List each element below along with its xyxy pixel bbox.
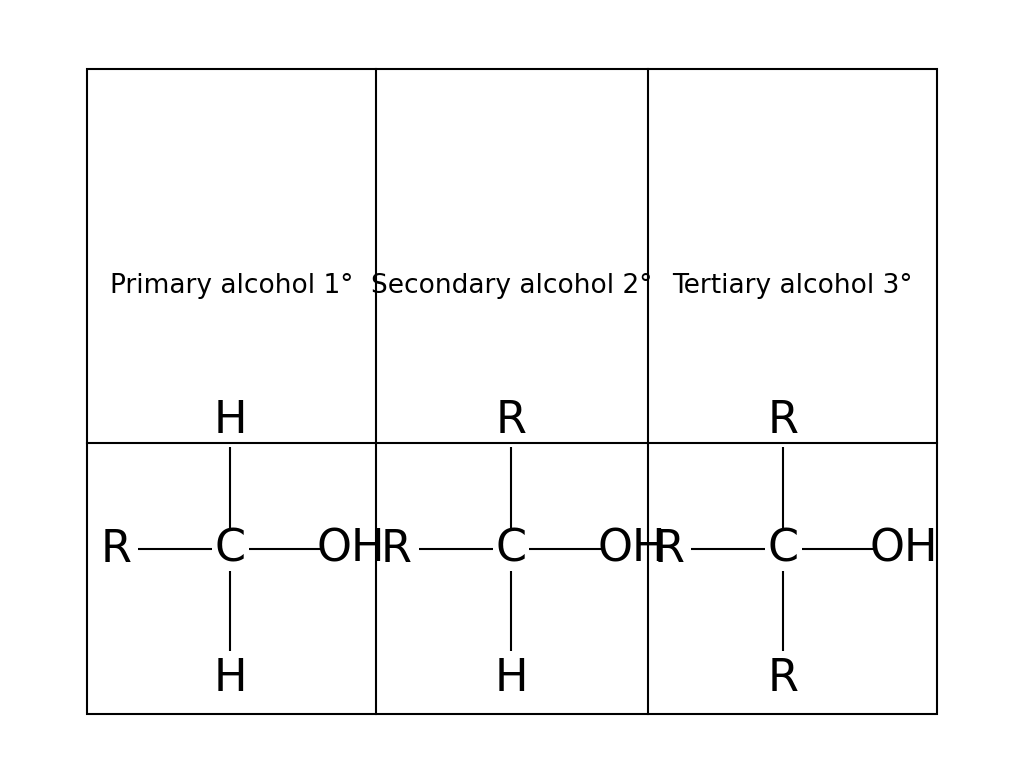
Text: C: C [768,528,799,571]
Text: OH: OH [870,528,938,571]
Text: R: R [381,528,412,571]
Text: Secondary alcohol 2°: Secondary alcohol 2° [372,273,652,300]
Text: C: C [496,528,526,571]
Text: H: H [214,657,247,700]
Bar [87,69,937,714]
Text: Primary alcohol 1°: Primary alcohol 1° [110,273,353,300]
Text: H: H [495,657,527,700]
Text: OH: OH [598,528,666,571]
Text: R: R [100,528,131,571]
Text: C: C [215,528,246,571]
Text: R: R [496,399,526,442]
Text: R: R [768,657,799,700]
Text: OH: OH [317,528,385,571]
Text: H: H [214,399,247,442]
Text: R: R [768,399,799,442]
Text: R: R [653,528,684,571]
Text: Tertiary alcohol 3°: Tertiary alcohol 3° [673,273,912,300]
